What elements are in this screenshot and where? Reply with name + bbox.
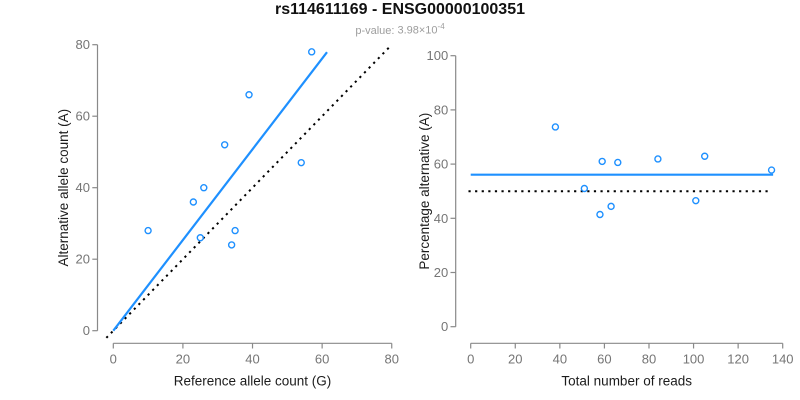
data-point <box>701 152 709 160</box>
data-point <box>692 196 700 205</box>
x-tick-label: 60 <box>597 352 611 367</box>
y-tick-label: 0 <box>83 323 90 338</box>
y-tick-label: 20 <box>434 265 448 280</box>
p-value-subtitle: p-value: 3.98×10-4 <box>0 22 800 37</box>
data-point <box>596 210 604 219</box>
data-point <box>607 202 615 211</box>
x-tick-label: 120 <box>727 352 749 367</box>
data-point <box>231 226 239 235</box>
y-tick-label: 100 <box>426 48 448 63</box>
regression-line <box>112 51 328 332</box>
data-point <box>580 184 589 193</box>
y-tick-label: 20 <box>76 252 90 267</box>
y-axis-title: Alternative allele count (A) <box>56 109 71 267</box>
x-tick-label: 40 <box>245 352 259 367</box>
p-value-exponent: -4 <box>437 22 445 31</box>
data-point <box>654 155 662 163</box>
y-tick-label: 60 <box>434 157 448 172</box>
y-tick-label: 60 <box>76 109 90 124</box>
y-tick-label: 40 <box>76 180 90 195</box>
data-point <box>189 198 198 206</box>
x-tick-label: 0 <box>467 352 474 367</box>
x-tick-label: 20 <box>176 352 190 367</box>
data-point <box>297 158 305 167</box>
data-point <box>307 48 316 56</box>
data-point <box>767 166 776 174</box>
x-axis-title: Reference allele count (G) <box>174 374 332 389</box>
x-tick-label: 100 <box>683 352 705 367</box>
data-point <box>614 158 622 167</box>
data-point <box>220 141 229 149</box>
x-tick-label: 80 <box>642 352 656 367</box>
y-tick-label: 80 <box>76 37 90 52</box>
y-tick-label: 0 <box>441 319 448 334</box>
data-point <box>200 183 208 192</box>
x-tick-label: 40 <box>553 352 567 367</box>
data-point <box>196 234 205 242</box>
data-point <box>598 157 606 166</box>
data-point <box>245 91 253 99</box>
p-value-base: 3.98×10 <box>397 24 438 37</box>
data-point <box>551 123 560 131</box>
x-tick-label: 0 <box>110 352 117 367</box>
x-tick-label: 20 <box>508 352 522 367</box>
x-axis-title: Total number of reads <box>561 374 692 389</box>
identity-line <box>105 44 393 339</box>
page-title: rs114611169 - ENSG00000100351 <box>274 1 525 18</box>
y-tick-label: 40 <box>434 211 448 226</box>
y-axis-title: Percentage alternative (A) <box>417 113 432 270</box>
y-tick-label: 80 <box>434 102 448 117</box>
x-tick-label: 80 <box>385 352 399 367</box>
x-tick-label: 140 <box>772 352 794 367</box>
p-value-label: p-value: <box>355 24 395 37</box>
x-tick-label: 60 <box>315 352 329 367</box>
data-point <box>227 241 236 249</box>
data-point <box>144 226 152 235</box>
